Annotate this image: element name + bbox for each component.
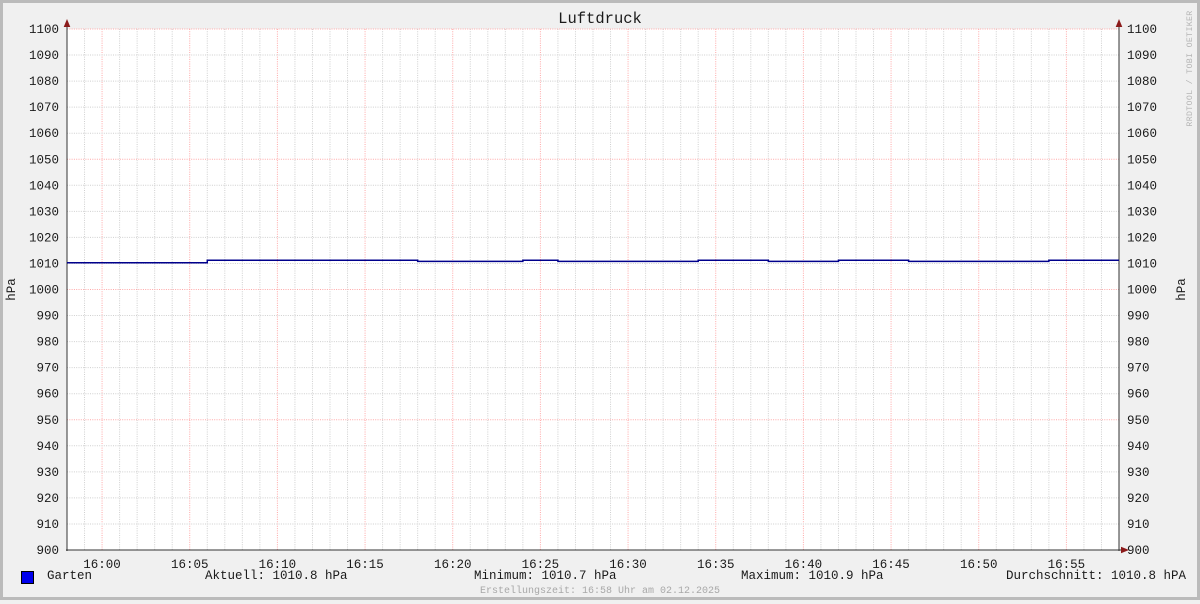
svg-text:1060: 1060 [1127,127,1157,141]
svg-text:920: 920 [1127,492,1150,506]
svg-text:Luftdruck: Luftdruck [558,10,642,28]
svg-text:1090: 1090 [1127,49,1157,63]
svg-text:900: 900 [36,544,59,558]
svg-text:hPa: hPa [1175,278,1189,301]
svg-text:1080: 1080 [29,75,59,89]
svg-text:900: 900 [1127,544,1150,558]
svg-text:1100: 1100 [29,23,59,37]
svg-text:930: 930 [1127,466,1150,480]
svg-text:1050: 1050 [1127,153,1157,167]
svg-text:hPa: hPa [5,278,19,301]
svg-text:1050: 1050 [29,153,59,167]
svg-text:1000: 1000 [1127,284,1157,298]
svg-text:940: 940 [36,440,59,454]
svg-text:940: 940 [1127,440,1150,454]
svg-text:1080: 1080 [1127,75,1157,89]
svg-text:950: 950 [1127,414,1150,428]
svg-text:1030: 1030 [29,205,59,219]
svg-text:960: 960 [1127,388,1150,402]
svg-text:1040: 1040 [29,179,59,193]
svg-text:970: 970 [1127,362,1150,376]
svg-text:1070: 1070 [1127,101,1157,115]
svg-text:990: 990 [1127,310,1150,324]
svg-text:920: 920 [36,492,59,506]
svg-text:980: 980 [36,336,59,350]
svg-text:RRDTOOL / TOBI OETIKER: RRDTOOL / TOBI OETIKER [1185,10,1195,126]
svg-text:990: 990 [36,310,59,324]
svg-text:930: 930 [36,466,59,480]
svg-text:1010: 1010 [29,257,59,271]
svg-text:1040: 1040 [1127,179,1157,193]
svg-text:910: 910 [36,518,59,532]
svg-text:950: 950 [36,414,59,428]
svg-text:1030: 1030 [1127,205,1157,219]
svg-text:1070: 1070 [29,101,59,115]
svg-text:970: 970 [36,362,59,376]
svg-text:1020: 1020 [29,231,59,245]
svg-text:980: 980 [1127,336,1150,350]
svg-text:1020: 1020 [1127,231,1157,245]
svg-text:1100: 1100 [1127,23,1157,37]
svg-text:1090: 1090 [29,49,59,63]
svg-text:1010: 1010 [1127,257,1157,271]
svg-text:1000: 1000 [29,284,59,298]
svg-text:960: 960 [36,388,59,402]
svg-text:1060: 1060 [29,127,59,141]
svg-text:910: 910 [1127,518,1150,532]
